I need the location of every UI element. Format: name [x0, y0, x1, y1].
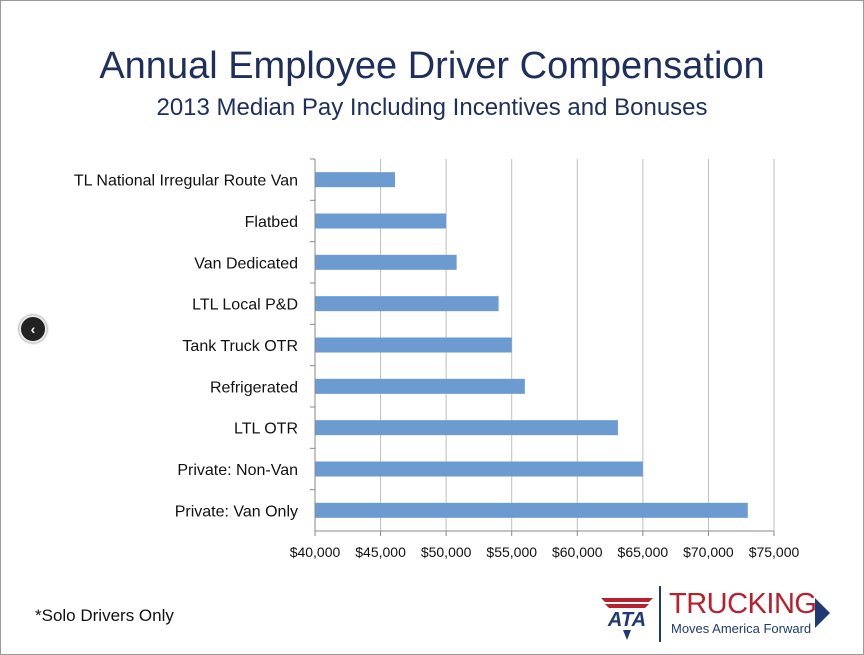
x-tick-labels: $40,000 $45,000 $50,000 $55,000 $60,000 $65,0…	[290, 544, 800, 560]
x-tick-label: $45,000	[355, 544, 406, 560]
x-tick-label: $55,000	[486, 544, 537, 560]
axes	[310, 158, 775, 536]
bar	[315, 213, 447, 229]
bar	[315, 296, 499, 312]
bar	[315, 172, 395, 188]
bar	[315, 337, 512, 353]
x-tick-label: $75,000	[749, 544, 800, 560]
bar	[315, 420, 618, 436]
x-tick-label: $70,000	[683, 544, 734, 560]
category-label: Private: Non-Van	[177, 462, 298, 479]
category-label: TL National Irregular Route Van	[74, 173, 298, 190]
bar	[315, 378, 525, 394]
ata-mark-text: ATA	[607, 609, 646, 631]
bar	[315, 254, 457, 270]
x-tick-label: $60,000	[552, 544, 603, 560]
category-label: Tank Truck OTR	[182, 338, 298, 355]
x-tick-label: $65,000	[618, 544, 669, 560]
arrow-right-icon	[815, 598, 830, 628]
x-tick-label: $50,000	[421, 544, 472, 560]
bar-chart: TL National Irregular Route Van Flatbed Va…	[74, 158, 800, 560]
category-labels: TL National Irregular Route Van Flatbed Va…	[74, 173, 298, 521]
chart-title: Annual Employee Driver Compensation	[99, 45, 765, 87]
chevron-left-icon: ‹	[30, 321, 36, 337]
logo-wordmark: TRUCKING	[669, 588, 817, 620]
ata-emblem-icon: ATA	[601, 598, 653, 640]
category-label: Van Dedicated	[194, 255, 298, 272]
logo-tagline: Moves America Forward	[671, 621, 812, 636]
bar	[315, 461, 643, 477]
footnote: *Solo Drivers Only	[35, 606, 174, 625]
logo-divider	[659, 586, 661, 642]
x-tick-label: $40,000	[290, 544, 341, 560]
category-label: Refrigerated	[210, 379, 298, 396]
bar	[315, 502, 748, 518]
ata-trucking-logo: ATA TRUCKING Moves America Forward	[597, 584, 837, 644]
category-label: Private: Van Only	[175, 503, 298, 520]
chart-subtitle: 2013 Median Pay Including Incentives and…	[156, 94, 708, 121]
category-label: Flatbed	[245, 214, 298, 231]
previous-slide-button[interactable]: ‹	[19, 315, 47, 343]
category-label: LTL Local P&D	[192, 297, 298, 314]
bars	[315, 172, 748, 518]
category-label: LTL OTR	[234, 421, 298, 438]
